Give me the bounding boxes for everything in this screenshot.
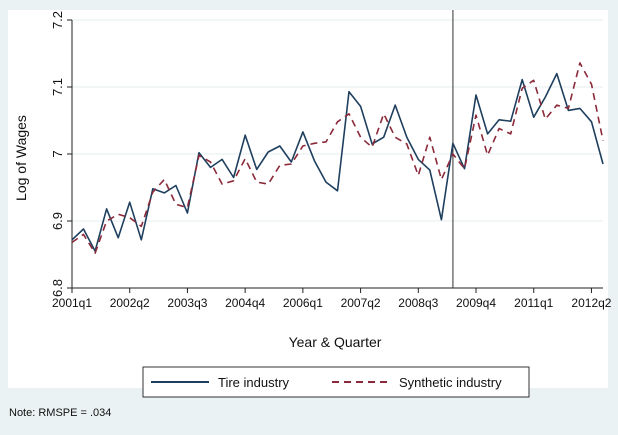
y-axis: 6.8 6.9 7 7.1 7.2 [50, 11, 73, 297]
legend-label-tire: Tire industry [218, 375, 290, 390]
x-tick-label: 2007q2 [341, 296, 381, 310]
x-axis-label: Year & Quarter [289, 334, 382, 350]
note-rmspe: Note: RMSPE = .034 [9, 407, 111, 419]
y-tick-label: 7.1 [50, 78, 65, 96]
legend: Tire industry Synthetic industry [142, 366, 530, 398]
chart-background [8, 10, 608, 388]
x-tick-label: 2004q4 [225, 296, 265, 310]
x-tick-label: 2002q2 [110, 296, 150, 310]
x-tick-label: 2011q1 [514, 296, 553, 310]
x-tick-label: 2012q2 [571, 296, 611, 310]
y-tick-label: 7.2 [50, 11, 65, 29]
legend-label-synthetic: Synthetic industry [399, 375, 502, 390]
series-layer [71, 10, 604, 288]
x-axis: 2001q1 2002q2 2003q3 2004q4 2006q1 2007q2 2008… [52, 287, 612, 310]
x-tick-label: 2003q3 [167, 296, 207, 310]
series-line-tire [71, 72, 604, 252]
y-tick-label: 7 [50, 150, 65, 157]
x-tick-label: 2001q1 [52, 296, 92, 310]
y-tick-label: 6.8 [50, 279, 65, 297]
y-tick-label: 6.9 [50, 212, 65, 230]
x-tick-label: 2006q1 [283, 296, 323, 310]
x-tick-label: 2008q3 [398, 296, 438, 310]
y-axis-label: Log of Wages [13, 115, 29, 201]
x-tick-label: 2009q4 [456, 296, 496, 310]
series-line-synthetic [71, 62, 604, 254]
